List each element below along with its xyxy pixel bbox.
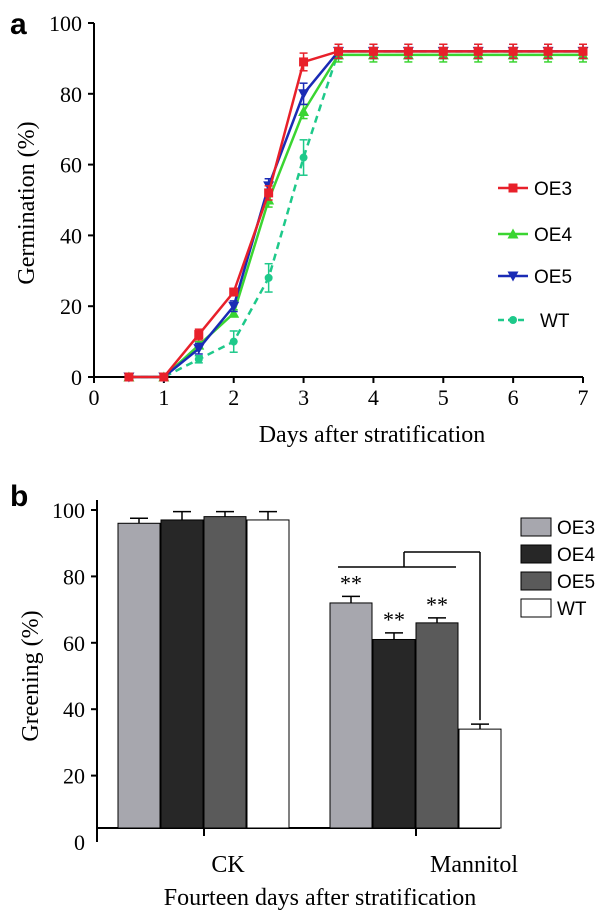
legend-label: OE5 <box>557 572 595 593</box>
legend-item-oe4: OE4 <box>498 225 572 246</box>
significance-label: ** <box>340 570 362 595</box>
data-point <box>298 89 310 100</box>
data-point <box>124 372 134 382</box>
y-axis-title: Germination (%) <box>14 121 40 284</box>
data-point <box>507 228 519 239</box>
data-point <box>229 287 239 297</box>
legend-label: OE3 <box>534 179 572 200</box>
data-point <box>264 273 273 282</box>
legend-label: OE4 <box>557 545 595 566</box>
bar-oe3 <box>329 602 373 829</box>
data-point <box>403 46 413 56</box>
series-oe3 <box>124 43 588 382</box>
y-axis-title: Greening (%) <box>18 610 44 741</box>
data-point <box>159 372 169 382</box>
bar-wt <box>246 519 290 829</box>
legend-item-wt: WT <box>520 598 587 620</box>
legend-label: OE5 <box>534 267 572 288</box>
y-tick-label: 20 <box>60 294 82 319</box>
y-tick-label: 100 <box>52 498 85 523</box>
x-tick-label: Mannitol <box>430 852 518 878</box>
x-axis-title: Fourteen days after stratification <box>164 885 477 911</box>
y-tick-label: 80 <box>63 564 85 589</box>
germination-chart: a 0 1 2 3 4 5 6 7 0 20 40 60 80 100 OE3 OE4 OE5 WT Days… <box>10 8 589 448</box>
x-tick-label: 2 <box>228 385 239 410</box>
x-axis-title: Days after stratification <box>259 422 486 448</box>
data-point <box>299 57 309 67</box>
panel-label-b: b <box>10 480 28 513</box>
x-tick-label: CK <box>211 852 245 878</box>
data-point <box>473 46 483 56</box>
bar-oe5 <box>415 622 459 829</box>
data-point <box>438 46 448 56</box>
legend-item-wt: WT <box>498 311 570 332</box>
legend-swatch <box>520 517 552 537</box>
x-tick-label: 3 <box>298 385 309 410</box>
legend-item-oe5: OE5 <box>498 267 572 288</box>
y-tick-label: 0 <box>74 830 85 855</box>
series-oe5 <box>123 43 589 383</box>
y-tick-label: 80 <box>60 82 82 107</box>
significance-label: ** <box>426 592 448 617</box>
legend-swatch <box>520 544 552 564</box>
data-point <box>578 46 588 56</box>
y-tick-label: 60 <box>63 631 85 656</box>
data-point <box>194 330 204 340</box>
data-point <box>299 153 308 162</box>
data-point <box>334 46 343 56</box>
x-tick-label: 1 <box>158 385 169 410</box>
y-tick-label: 40 <box>63 697 85 722</box>
legend-label: OE3 <box>557 518 595 539</box>
series-line <box>128 50 583 379</box>
x-tick-label: 5 <box>438 385 449 410</box>
bar-oe3 <box>117 522 161 829</box>
series-wt <box>124 43 587 381</box>
x-tick-label: 6 <box>508 385 519 410</box>
legend-item-oe5: OE5 <box>520 571 595 593</box>
data-point <box>508 183 518 193</box>
bar-oe5 <box>203 516 247 829</box>
y-tick-label: 100 <box>49 11 82 36</box>
data-point <box>509 316 517 324</box>
bar-oe4 <box>160 519 204 829</box>
data-point <box>543 46 553 56</box>
data-point <box>193 344 205 355</box>
series-line <box>128 50 583 379</box>
data-point <box>264 188 274 198</box>
legend-item-oe4: OE4 <box>520 544 595 566</box>
legend-swatch <box>520 598 552 618</box>
panel-label-a: a <box>10 8 27 41</box>
y-tick-label: 60 <box>60 153 82 178</box>
x-tick-label: 0 <box>89 385 100 410</box>
data-point <box>228 301 240 312</box>
data-point <box>368 46 378 56</box>
x-tick-label: 4 <box>368 385 379 410</box>
bar-wt <box>458 728 502 829</box>
bar-group-ck <box>117 510 290 829</box>
y-tick-label: 40 <box>60 223 82 248</box>
data-point <box>508 46 518 56</box>
significance-bracket <box>338 551 481 721</box>
legend-item-oe3: OE3 <box>520 517 595 539</box>
data-point <box>298 106 310 116</box>
significance-label: ** <box>383 607 405 632</box>
series-line <box>128 50 583 379</box>
data-point <box>507 271 519 282</box>
legend-item-oe3: OE3 <box>498 179 572 200</box>
legend-label: WT <box>540 311 570 332</box>
y-tick-label: 20 <box>63 764 85 789</box>
legend-label: OE4 <box>534 225 572 246</box>
data-point <box>194 355 203 364</box>
series-oe4 <box>123 47 589 382</box>
bar-group-mannitol <box>329 595 502 829</box>
y-tick-label: 0 <box>71 365 82 390</box>
legend-label: WT <box>557 599 587 620</box>
bar-oe4 <box>372 638 416 829</box>
x-tick-label: 7 <box>578 385 589 410</box>
data-point <box>228 307 240 318</box>
data-point <box>229 337 238 346</box>
legend-swatch <box>520 571 552 591</box>
greening-chart: b 0 20 40 60 80 100 CK Mannitol ** ** ** OE3 OE4 O… <box>10 480 595 911</box>
